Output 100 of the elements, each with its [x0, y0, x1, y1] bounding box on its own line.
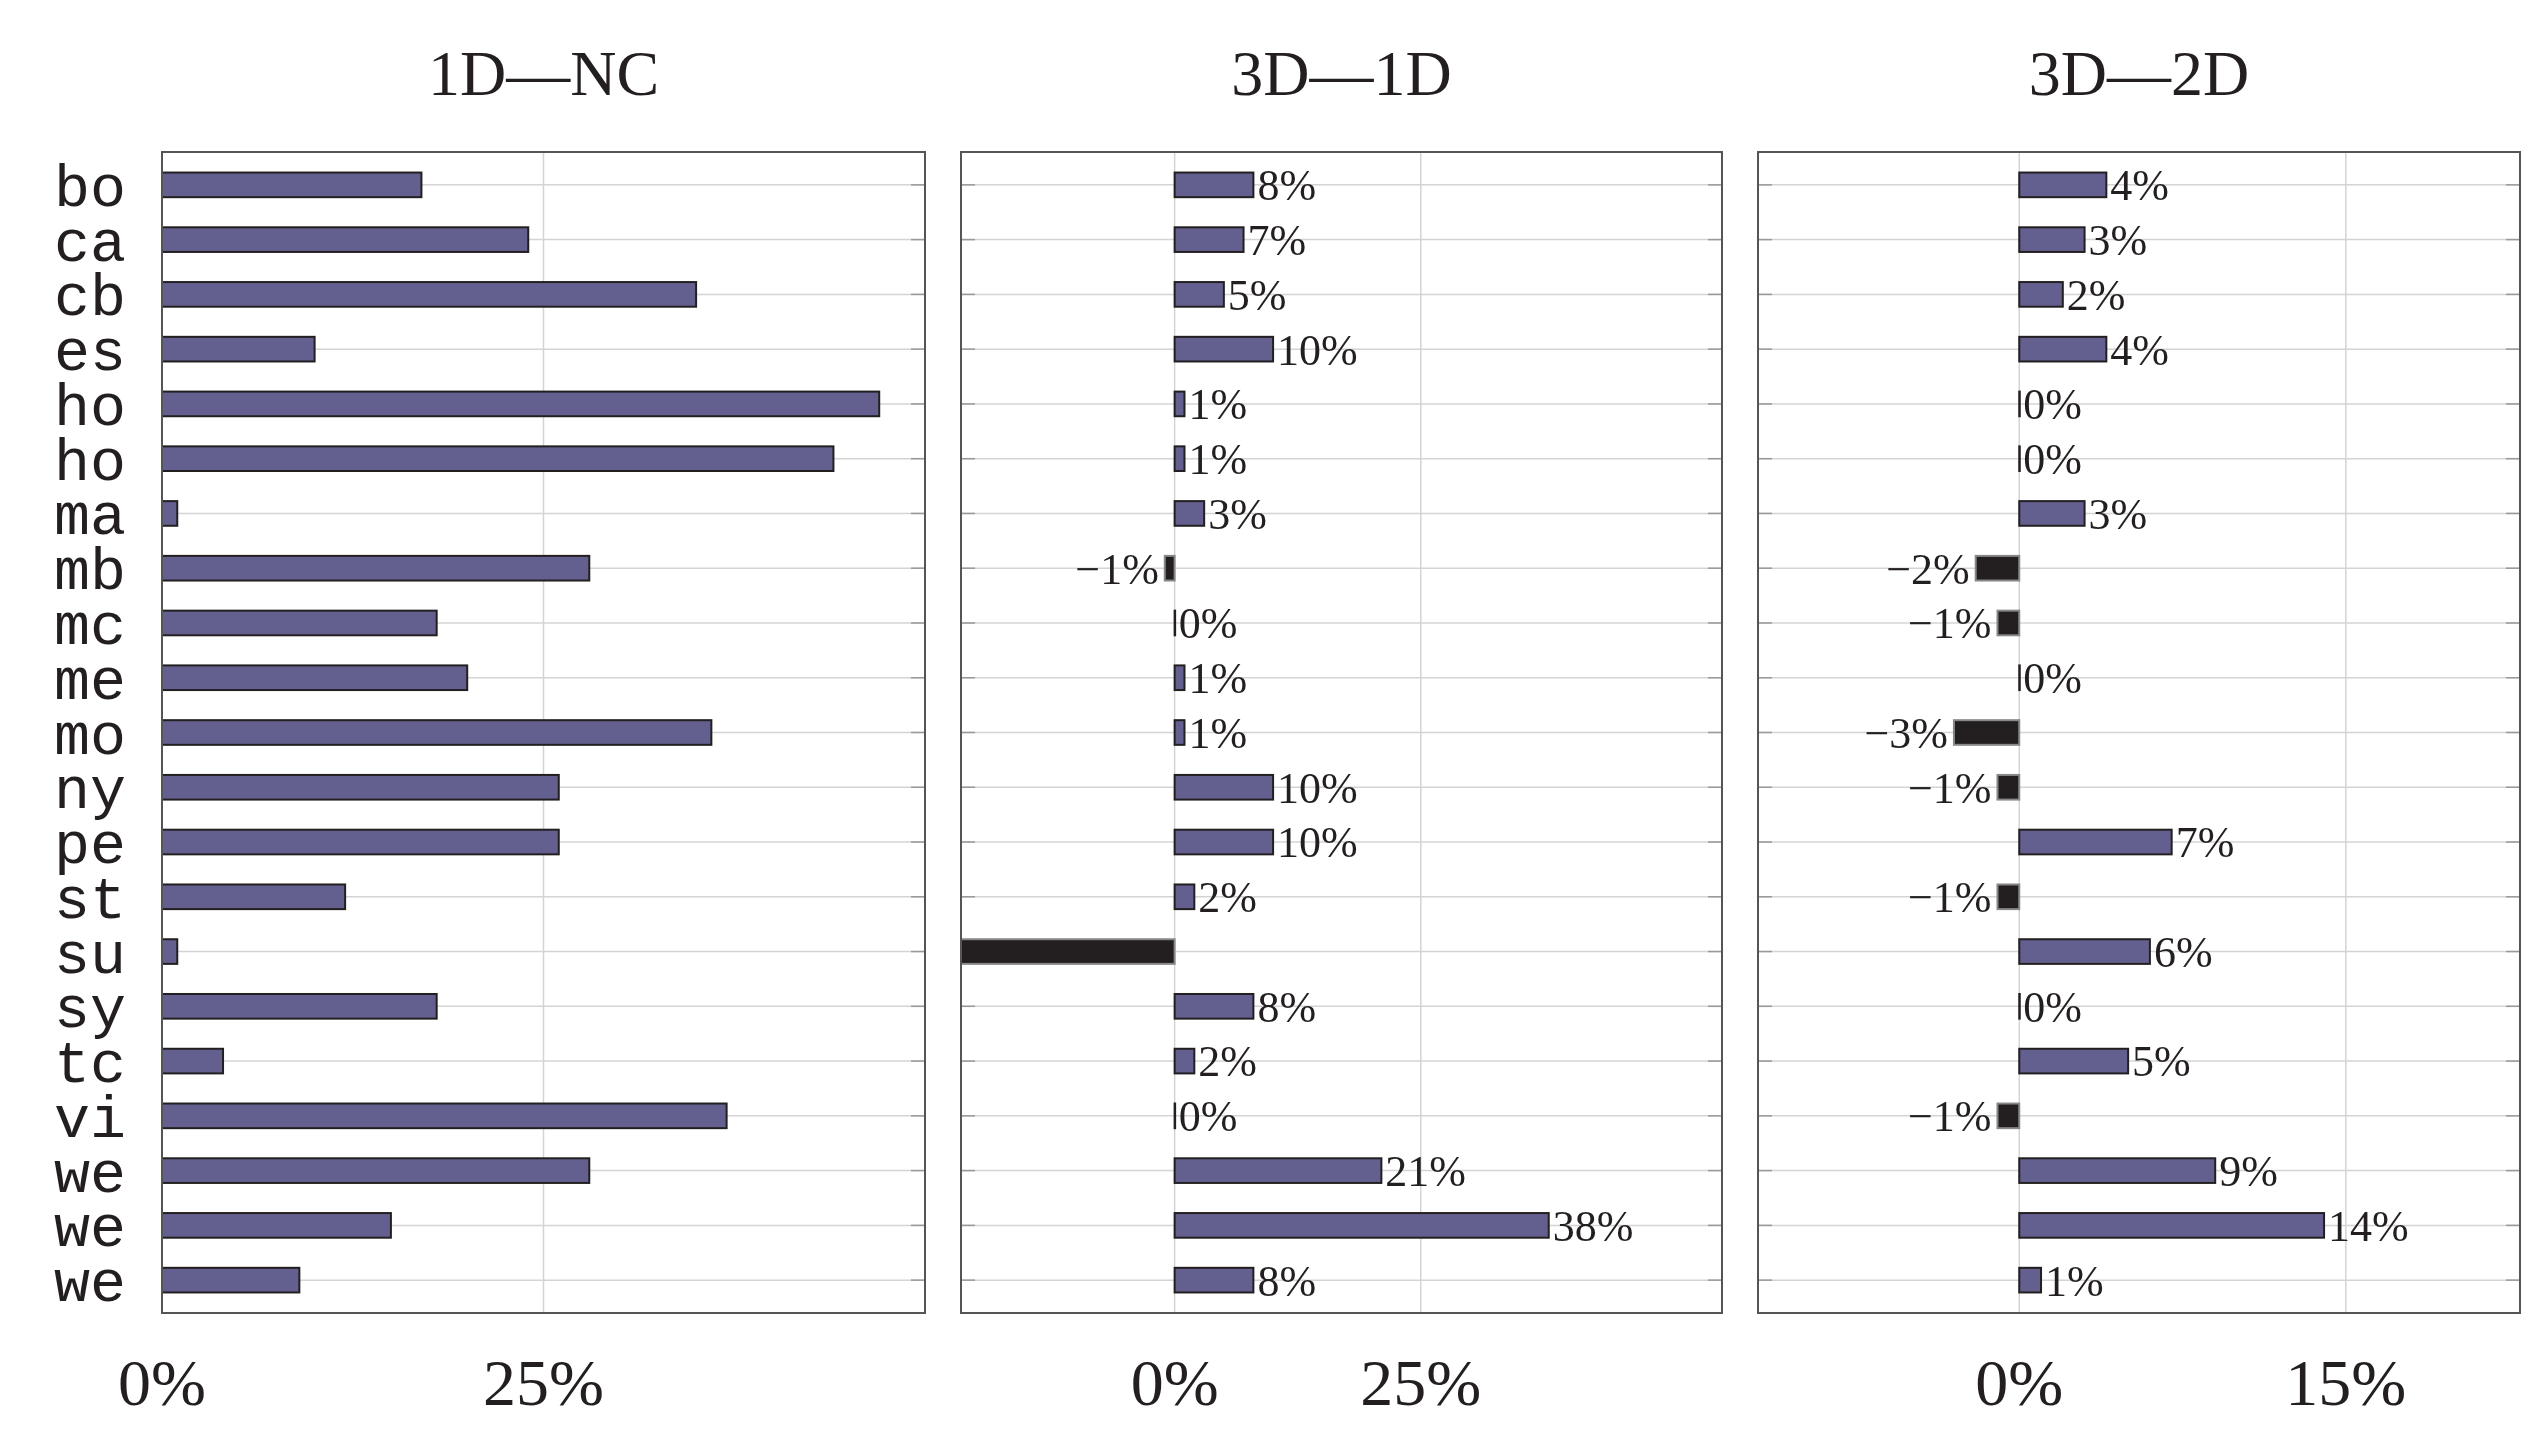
- bar: [2018, 1047, 2130, 1075]
- data-label: −1%: [1075, 544, 1159, 594]
- bar: [1173, 883, 1196, 911]
- bar: [1173, 1157, 1383, 1184]
- bar: [161, 993, 438, 1020]
- bar: [1173, 281, 1225, 308]
- bar: [1173, 828, 1275, 856]
- data-label: 8%: [1257, 982, 1317, 1032]
- bar: [2018, 281, 2064, 308]
- bar: [2018, 1212, 2326, 1239]
- bar: [1952, 719, 2021, 746]
- bar: [161, 1102, 728, 1130]
- bar: [161, 1212, 392, 1239]
- data-label: 4%: [2110, 161, 2169, 211]
- bar: [1996, 609, 2021, 637]
- bar: [1996, 773, 2021, 801]
- bar: [161, 719, 713, 746]
- bar: [1173, 664, 1186, 692]
- bar: [2018, 335, 2108, 363]
- bar: [1173, 390, 1186, 418]
- data-label: 0%: [1178, 599, 1238, 649]
- bar: [161, 773, 560, 801]
- bar: [161, 1047, 225, 1075]
- bar: [2018, 828, 2173, 856]
- bar: [161, 938, 179, 965]
- data-label: 0%: [1178, 1092, 1238, 1142]
- bar: [161, 226, 530, 253]
- bar: [1173, 445, 1186, 472]
- bar: [1173, 1212, 1550, 1239]
- data-label: 5%: [2132, 1037, 2191, 1087]
- bar: [2018, 171, 2108, 199]
- data-label: 10%: [1277, 818, 1358, 868]
- data-label: 0%: [2023, 380, 2082, 430]
- data-label: 10%: [1277, 325, 1358, 375]
- bar: [161, 500, 179, 527]
- data-label: 4%: [2110, 325, 2169, 375]
- bar: [161, 609, 438, 637]
- data-label: 38%: [1552, 1201, 1634, 1251]
- bar: [1173, 500, 1206, 527]
- bar: [161, 1266, 301, 1294]
- bar: [2018, 500, 2086, 527]
- data-label: 8%: [1257, 161, 1317, 211]
- bar: [1163, 554, 1176, 582]
- bar: [161, 445, 835, 472]
- bar: [1173, 226, 1245, 253]
- bar: [1173, 773, 1275, 801]
- x-tick-label: 0%: [1975, 1346, 2064, 1419]
- data-label: 5%: [1227, 270, 1287, 320]
- bar: [1173, 335, 1275, 363]
- data-label: 1%: [1188, 708, 1248, 758]
- bar: [161, 171, 423, 199]
- bar: [161, 883, 347, 911]
- bar: [161, 390, 881, 418]
- bar: [1974, 554, 2021, 582]
- bar: [161, 1157, 591, 1184]
- data-label: −1%: [1908, 873, 1992, 923]
- data-label: 7%: [1247, 216, 1307, 266]
- data-label: −2%: [1886, 544, 1970, 594]
- bar: [1173, 993, 1255, 1020]
- y-tick-label: bo: [53, 155, 126, 224]
- data-label: 8%: [1257, 1256, 1317, 1306]
- x-tick-label: 15%: [2285, 1346, 2407, 1419]
- data-label: 0%: [2023, 654, 2082, 704]
- data-label: 10%: [1277, 763, 1358, 813]
- bar: [1173, 719, 1186, 746]
- x-tick-label: 0%: [118, 1346, 206, 1419]
- data-label: 1%: [1188, 435, 1248, 485]
- data-label: 3%: [2088, 489, 2148, 539]
- bar: [2018, 226, 2086, 253]
- data-label: 6%: [2153, 927, 2213, 977]
- bar: [1173, 1047, 1196, 1075]
- data-label: −1%: [1908, 1092, 1992, 1142]
- data-label: 7%: [2175, 818, 2235, 868]
- bar: [2018, 1266, 2043, 1294]
- bar: [2018, 1157, 2217, 1184]
- data-label: −1%: [1908, 599, 1992, 649]
- bar: [161, 828, 560, 856]
- data-label: 21%: [1385, 1147, 1467, 1197]
- chart-title: 1D—NC: [427, 38, 660, 109]
- x-tick-label: 0%: [1130, 1346, 1219, 1419]
- y-tick-label: su: [53, 922, 126, 991]
- data-label: 1%: [1188, 654, 1248, 704]
- data-label: −3%: [1864, 708, 1948, 758]
- bar: [1173, 171, 1255, 199]
- data-label: −1%: [1908, 763, 1992, 813]
- bar: [161, 554, 591, 582]
- bar: [1173, 1266, 1255, 1294]
- data-label: 0%: [2023, 435, 2082, 485]
- data-label: 1%: [2045, 1256, 2104, 1306]
- x-tick-label: 25%: [1360, 1346, 1482, 1419]
- data-label: 0%: [2023, 982, 2082, 1032]
- x-tick-label: 25%: [483, 1346, 604, 1419]
- data-label: 14%: [2328, 1201, 2409, 1251]
- bar: [960, 938, 1176, 965]
- chart-title: 3D—1D: [1231, 38, 1452, 109]
- bar: [1996, 1102, 2021, 1130]
- bar: [161, 335, 316, 363]
- bar: [1996, 883, 2021, 911]
- data-label: 3%: [2088, 216, 2148, 266]
- data-label: 1%: [1188, 380, 1248, 430]
